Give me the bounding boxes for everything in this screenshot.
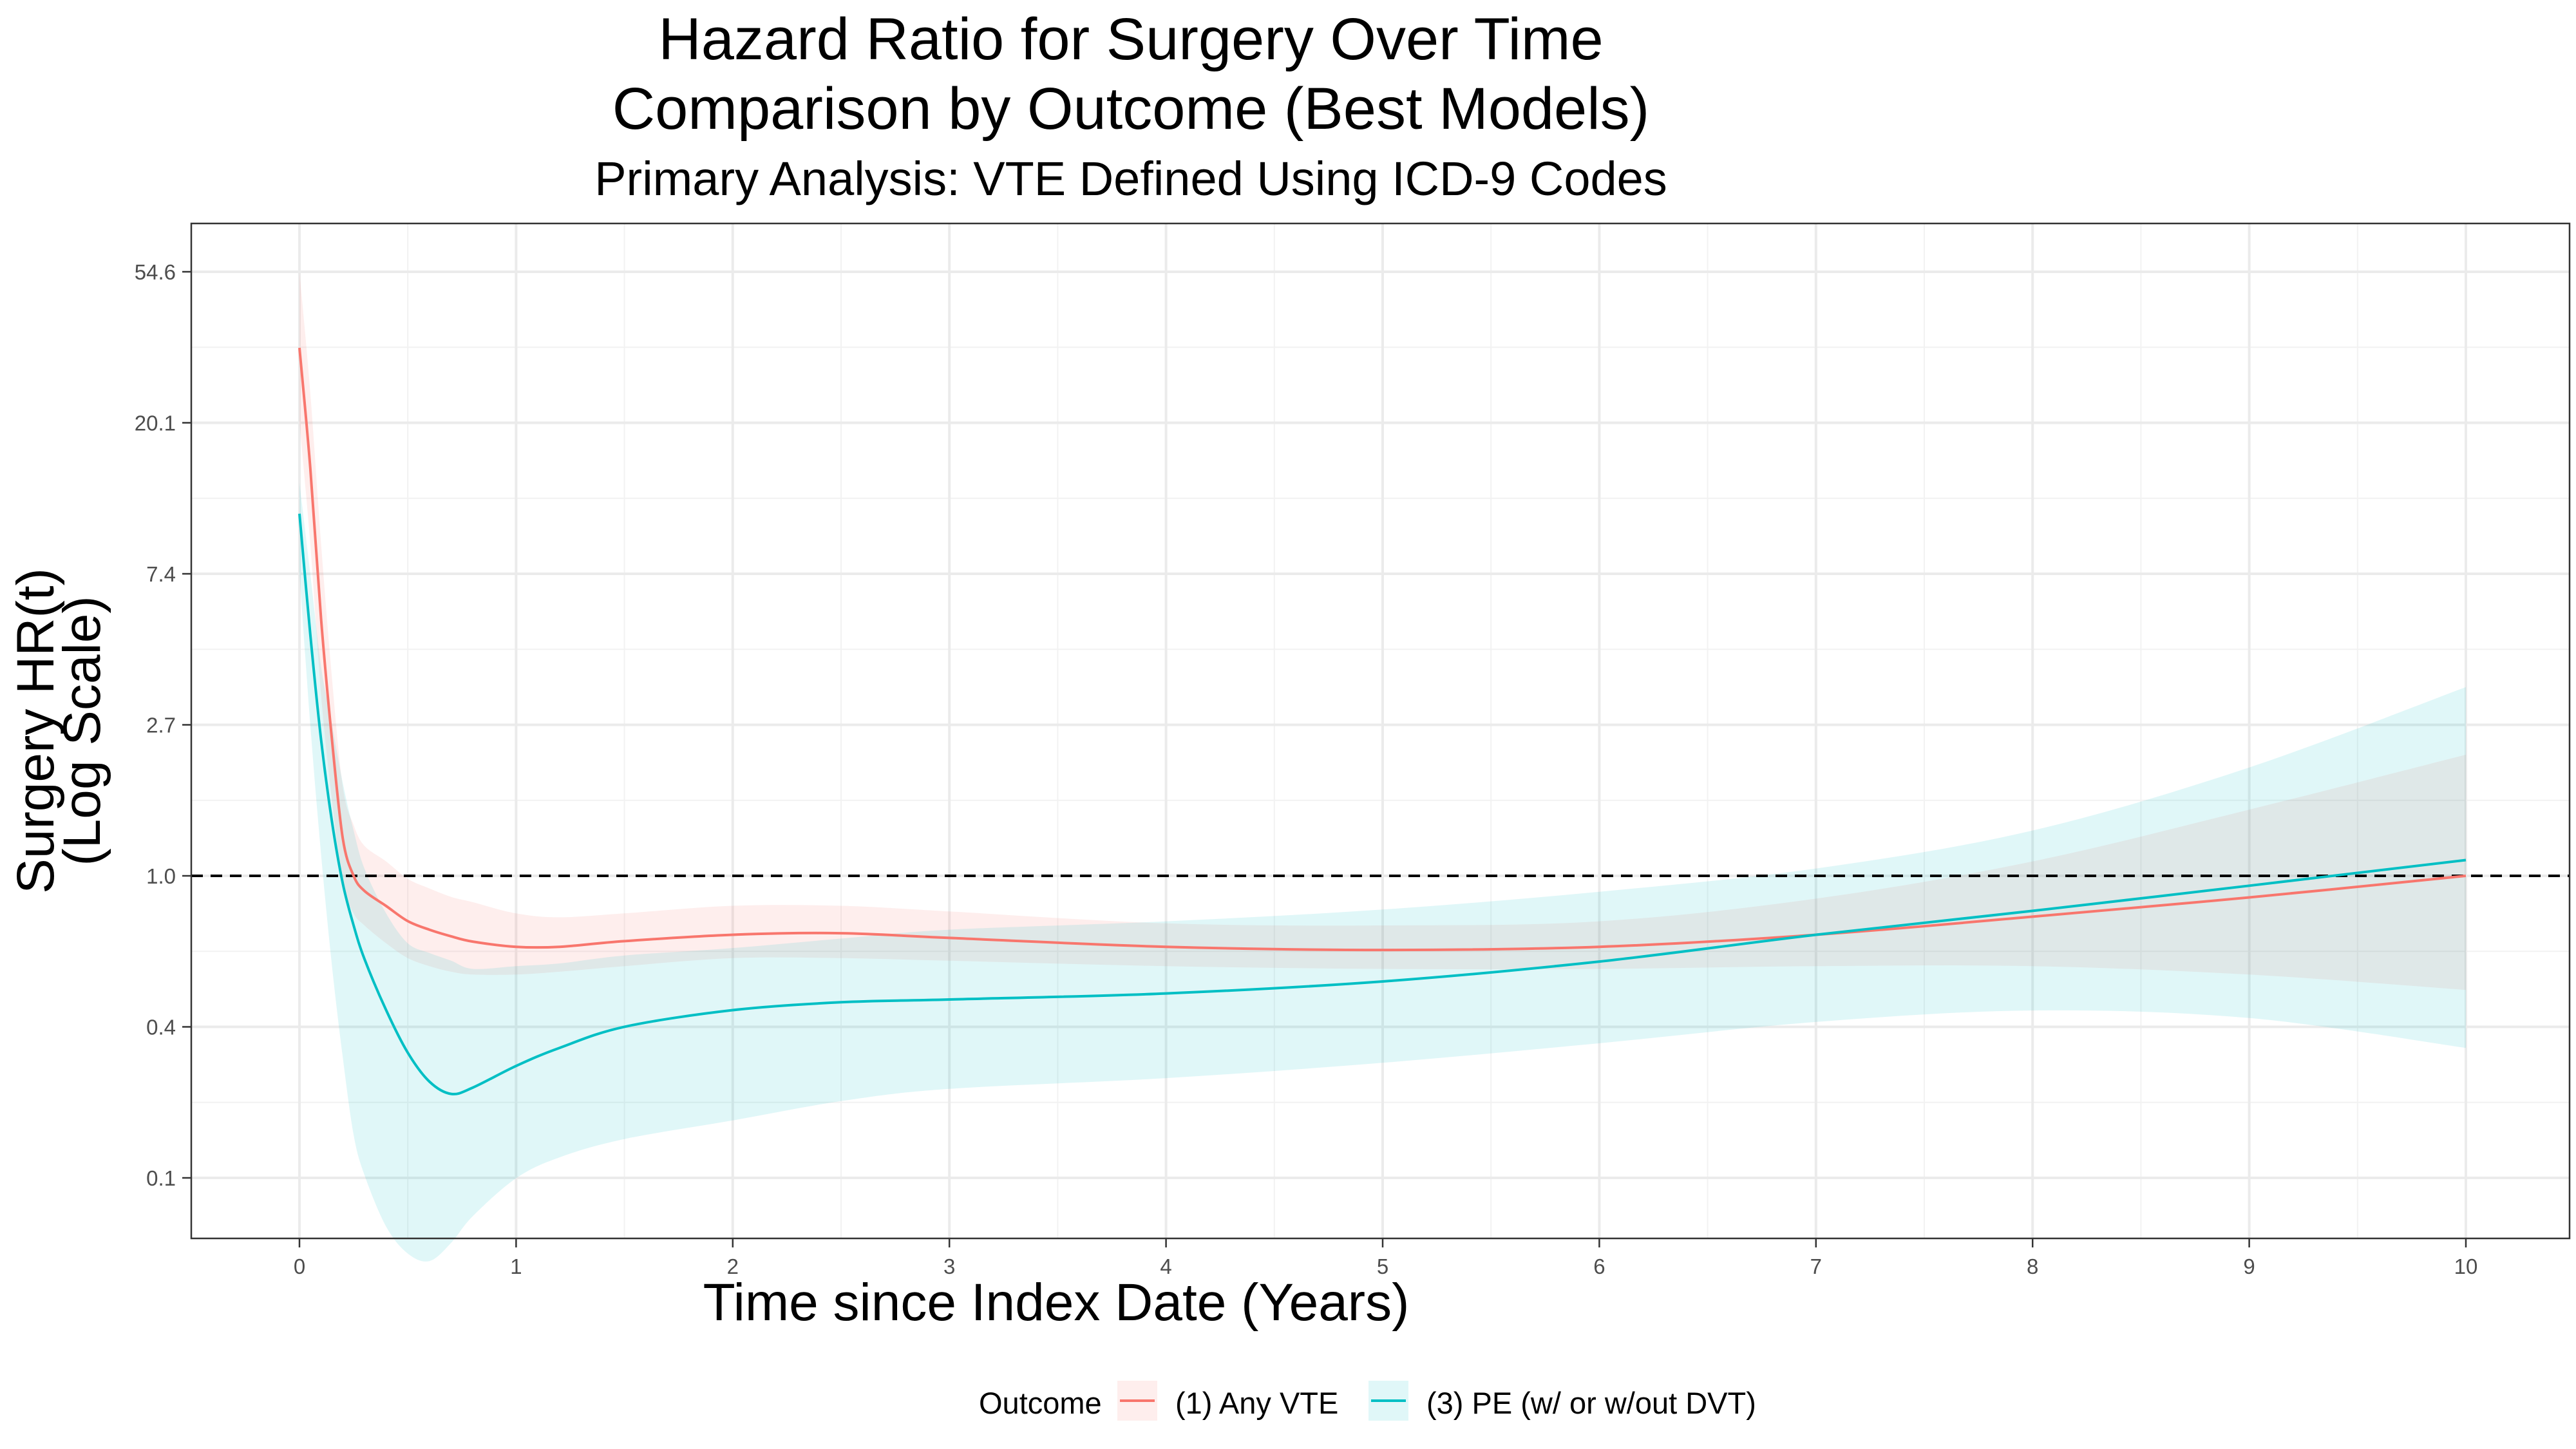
x-axis: 0 1 2 3 4 5 6 7 8 9 10 — [294, 1238, 2478, 1278]
y-tick-label: 0.1 — [146, 1166, 176, 1190]
plot-panel-border — [190, 222, 2571, 1240]
chart-title-line-1: Hazard Ratio for Surgery Over Time — [658, 6, 1603, 72]
x-tick-label: 7 — [1810, 1255, 1822, 1278]
chart-title-line-2: Comparison by Outcome (Best Models) — [612, 76, 1650, 142]
confidence-ribbons — [299, 272, 2466, 1262]
y-tick-label: 20.1 — [135, 412, 176, 435]
x-axis-title: Time since Index Date (Years) — [703, 1273, 1410, 1332]
y-tick-label: 1.0 — [146, 864, 176, 888]
x-tick-label: 5 — [1377, 1255, 1388, 1278]
legend-label-any-vte: (1) Any VTE — [1175, 1386, 1338, 1420]
x-tick-label: 3 — [943, 1255, 955, 1278]
series-lines — [298, 347, 2467, 1095]
y-tick-label: 7.4 — [146, 562, 176, 586]
x-tick-label: 4 — [1160, 1255, 1171, 1278]
plot-panel — [191, 223, 2570, 1238]
y-tick-label: 2.7 — [146, 714, 176, 737]
y-tick-label: 54.6 — [135, 260, 176, 284]
legend-label-pe: (3) PE (w/ or w/out DVT) — [1426, 1386, 1756, 1420]
y-axis-title-line-1: Surgery HR(t) — [6, 568, 65, 894]
x-tick-label: 6 — [1593, 1255, 1605, 1278]
x-tick-label: 8 — [2027, 1255, 2038, 1278]
series-line-2 — [298, 513, 2467, 1095]
x-tick-label: 2 — [727, 1255, 739, 1278]
major-gridlines — [191, 223, 2570, 1238]
x-tick-label: 1 — [510, 1255, 522, 1278]
minor-gridlines — [191, 223, 2570, 1238]
legend-title: Outcome — [979, 1386, 1102, 1420]
legend: Outcome (1) Any VTE (3) PE (w/ or w/out … — [979, 1381, 1756, 1421]
ci-ribbon-series-2 — [299, 482, 2466, 1262]
x-tick-label: 0 — [294, 1255, 305, 1278]
chart-subtitle: Primary Analysis: VTE Defined Using ICD-… — [594, 152, 1667, 205]
plot-panel-background — [191, 223, 2570, 1238]
x-tick-label: 10 — [2454, 1255, 2478, 1278]
y-axis-title-line-2: (Log Scale) — [53, 596, 111, 866]
x-tick-label: 9 — [2243, 1255, 2255, 1278]
ci-ribbon-series-1 — [299, 272, 2466, 990]
y-tick-label: 0.4 — [146, 1016, 176, 1039]
y-axis: 0.1 0.4 1.0 2.7 7.4 20.1 54.6 — [135, 260, 191, 1190]
y-axis-title: Surgery HR(t) (Log Scale) — [6, 568, 111, 894]
